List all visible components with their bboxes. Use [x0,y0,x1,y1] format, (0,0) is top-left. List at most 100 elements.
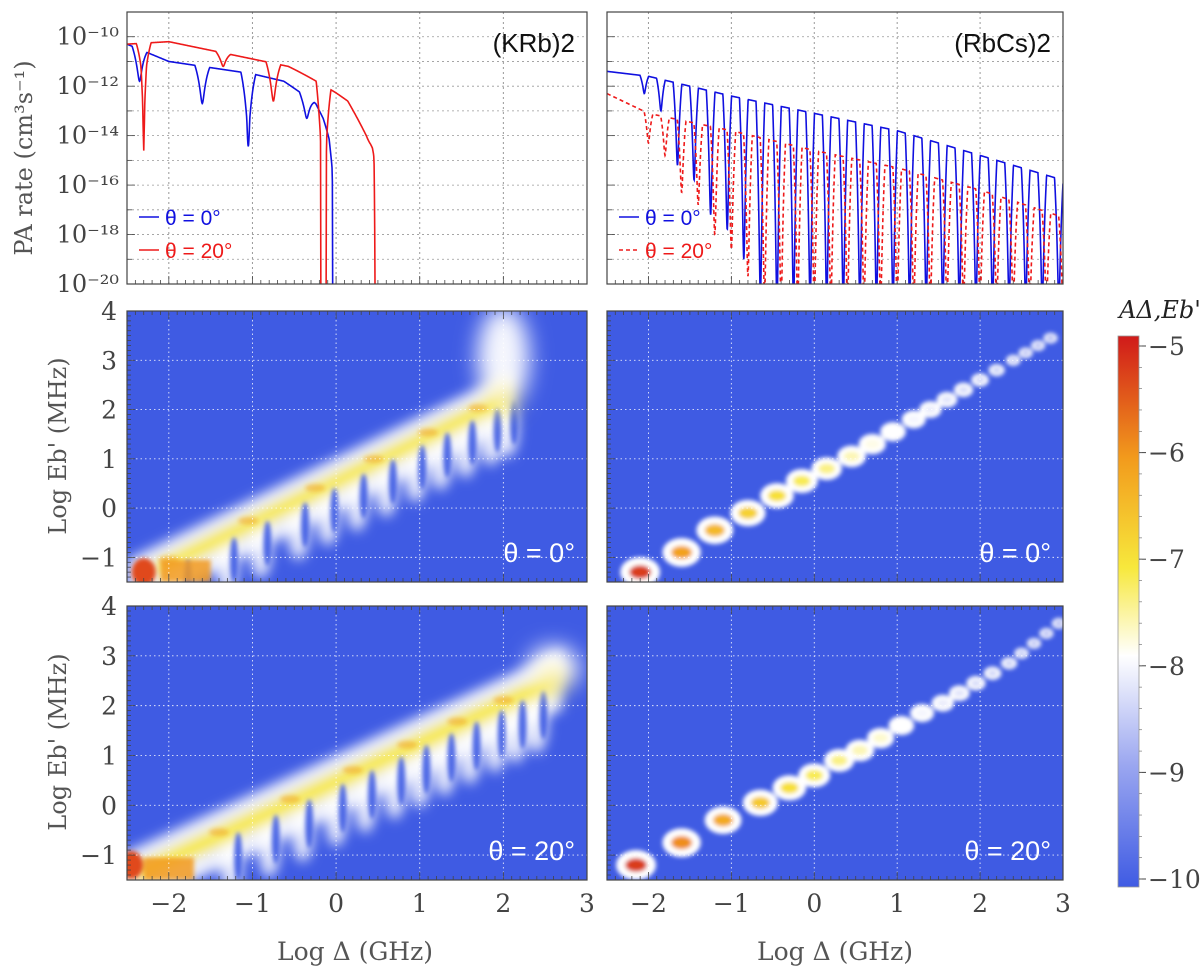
energy-ylabel-bottom: Log Eb' (MHz) [44,653,72,830]
x-tick-label: 3 [1055,889,1071,918]
spot-core [936,699,949,708]
heatmap-field [607,311,1063,582]
y-tick-label: 4 [101,592,117,621]
band-gap [388,459,397,505]
spot-core [970,679,982,687]
spot-core [780,781,799,794]
spot-core [907,415,921,424]
band-accent [468,403,489,412]
series-line-theta-0 [127,43,334,284]
band-base [143,857,194,880]
spot-core [953,689,966,697]
heatmap-band [127,371,519,582]
heatmap-spots [616,618,1063,880]
spot-core [712,813,734,827]
plot-bg [127,12,587,284]
spot-core [750,796,771,809]
legend-entry: θ = 0° [165,207,221,230]
band-accent [363,455,384,464]
x-tick-label: −2 [630,889,667,918]
panel-annotation: θ = 0° [503,538,575,568]
series-line-theta-0 [607,70,1063,284]
x-tick-label: −1 [713,889,750,918]
band-tail-core [489,387,518,412]
y-tick-label: 2 [101,396,117,425]
heatmap-field [127,311,587,582]
y-tick-label: 10⁻¹⁰ [57,23,119,51]
spot-core [941,396,953,404]
x-tick-label: 2 [495,889,511,918]
plot-frame-rate-rbcs [606,11,1064,285]
x-tick-label: 2 [972,889,988,918]
spot-core [805,769,824,781]
band-tail [477,311,530,410]
colorbar-tick-label: −10 [1148,865,1200,894]
band-gap [518,700,527,749]
heatmap-field [127,606,587,880]
band-gap [422,744,431,794]
x-tick-label: 0 [806,889,822,918]
x-tick-label: 1 [412,889,428,918]
spot-core [1004,660,1014,667]
band-accent [418,428,439,437]
band-accent [493,696,514,705]
band-gap [493,407,502,453]
heatmap-background [607,311,1063,582]
band-gap [305,799,314,849]
heatmap-krb-theta-0: 4 3 2 1 0 −1 θ = 0° [80,297,588,583]
band-accent [280,795,301,804]
band-gap [418,444,427,490]
colorbar-tick-label: −5 [1148,332,1185,361]
spot-core [885,427,901,437]
xlabel-left: Log Δ (GHz) [277,937,433,966]
band-gap [447,733,456,783]
band-core [152,392,504,580]
spot-core [738,506,758,520]
band-gap [472,721,481,771]
band-tail-core [539,668,568,693]
y-tick-label: 3 [101,346,117,375]
band-gap [397,756,406,806]
xlabel-right: Log Δ (GHz) [757,937,913,966]
series-line-theta-20 [127,40,376,284]
hot-spot [131,558,156,582]
plot-frame-map-rbcs-20 [606,605,1064,881]
spot-core [767,489,787,502]
spot-core [1017,650,1026,656]
band-accent [209,828,229,837]
spot-core [851,745,868,756]
y-tick-label: 10⁻¹² [57,72,119,100]
rate-panel-krb: 10⁻¹⁰ 10⁻¹² 10⁻¹⁴ 10⁻¹⁶ 10⁻¹⁸ 10⁻²⁰ (KRb)2 θ = … [57,11,588,298]
y-tick-label: 10⁻¹⁶ [57,171,119,199]
y-tick-label: −1 [80,841,117,870]
x-tick-label: 1 [889,889,905,918]
spot-core [987,670,998,677]
panel-annotation: θ = 20° [964,836,1051,866]
heatmap-rbcs-theta-0: θ = 0° [606,310,1064,583]
plot-frame-map-rbcs-0 [606,310,1064,583]
band-gap [230,537,239,582]
band-accent [238,516,259,525]
spot-core [629,565,652,580]
spot-core [1030,640,1038,646]
band-gap [330,487,339,533]
y-tick-label: 10⁻¹⁸ [57,221,119,249]
legend-entry: θ = 20° [645,240,712,263]
spot-core [1055,620,1063,626]
colorbar-tick-label: −6 [1148,439,1185,468]
y-tick-label: 3 [101,642,117,671]
spot-core [864,439,880,449]
x-tick-label: 0 [328,889,344,918]
band-accent [447,717,468,726]
band-gap [263,520,272,566]
y-tick-label: 10⁻¹⁴ [57,122,119,150]
spot-core [793,475,811,487]
rate-panel-rbcs: (RbCs)2 θ = 0° θ = 20° [606,11,1064,285]
spot-core [1042,630,1051,636]
spot-core [818,463,836,474]
band-gap [368,770,377,819]
panel-annotation: θ = 0° [979,538,1051,568]
plot-frame-map-krb-0 [126,310,588,583]
band-gap [468,420,477,466]
